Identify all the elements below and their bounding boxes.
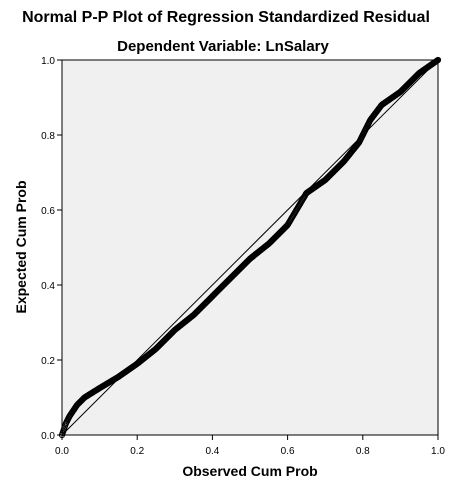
data-points xyxy=(58,56,442,439)
chart-subtitle: Dependent Variable: LnSalary xyxy=(117,38,329,55)
x-axis-ticks: 0.0 0.2 0.4 0.6 0.8 1.0 xyxy=(55,435,445,457)
x-axis-label: Observed Cum Prob xyxy=(182,463,317,479)
x-tick-label: 0.6 xyxy=(281,446,295,457)
x-tick-label: 0.0 xyxy=(55,446,69,457)
y-tick-label: 0.8 xyxy=(41,131,55,142)
y-axis-label: Expected Cum Prob xyxy=(13,180,29,313)
data-point xyxy=(434,56,442,64)
x-tick-label: 0.4 xyxy=(205,446,219,457)
y-tick-label: 0.0 xyxy=(41,431,55,442)
y-tick-label: 0.2 xyxy=(41,356,55,367)
y-tick-label: 1.0 xyxy=(41,56,55,67)
y-tick-label: 0.4 xyxy=(41,281,55,292)
x-tick-label: 0.8 xyxy=(356,446,370,457)
chart-title: Normal P-P Plot of Regression Standardiz… xyxy=(22,9,430,26)
x-tick-label: 1.0 xyxy=(431,446,445,457)
x-tick-label: 0.2 xyxy=(130,446,144,457)
y-axis-ticks: 0.0 0.2 0.4 0.6 0.8 1.0 xyxy=(41,56,62,442)
y-tick-label: 0.6 xyxy=(41,206,55,217)
